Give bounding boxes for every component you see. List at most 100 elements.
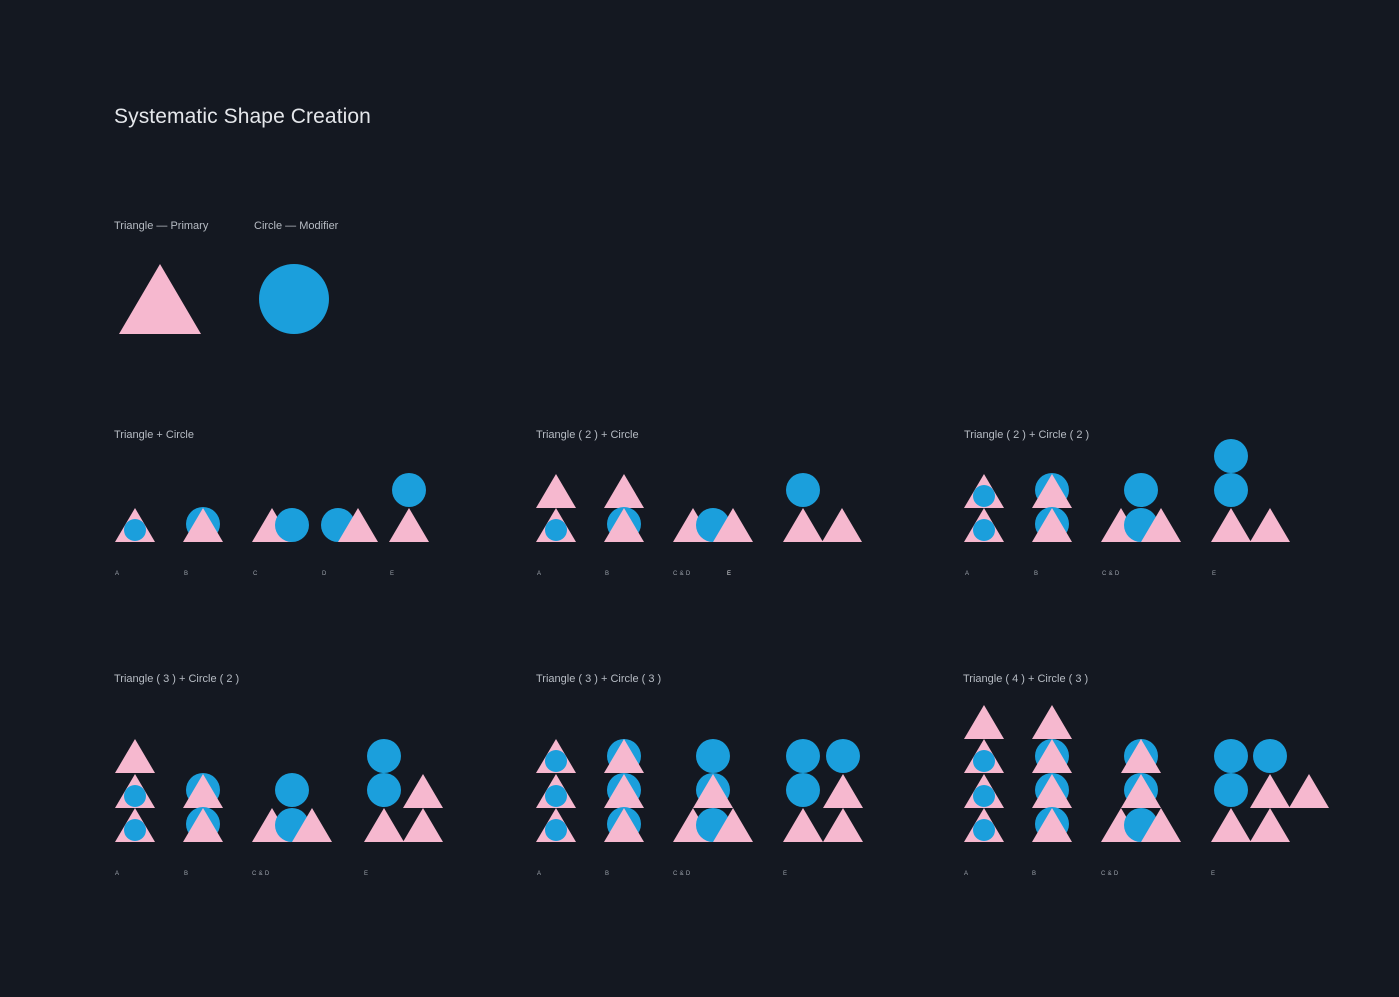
circle-shape <box>545 519 567 541</box>
variant-label: B <box>605 571 610 577</box>
triangle-shape <box>783 808 823 842</box>
circle-shape <box>367 773 401 807</box>
circle-shape <box>1214 739 1248 773</box>
primitive-circle-label: Circle — Modifier <box>254 220 339 232</box>
triangle-shape <box>604 808 644 842</box>
triangle-shape <box>1211 508 1251 542</box>
group-title-2: Triangle ( 2 ) + Circle <box>536 429 639 441</box>
circle-shape <box>545 819 567 841</box>
triangle-shape <box>964 705 1004 739</box>
group-title-3: Triangle ( 2 ) + Circle ( 2 ) <box>964 429 1090 441</box>
variant-label: C & D <box>673 571 691 577</box>
variant-label: B <box>184 871 189 877</box>
circle-shape <box>696 739 730 773</box>
triangle-shape <box>1032 508 1072 542</box>
variant-label: D <box>322 571 327 577</box>
triangle-shape <box>1032 774 1072 808</box>
triangle-shape <box>823 808 863 842</box>
circle-shape <box>545 750 567 772</box>
variant-label: E <box>727 571 732 577</box>
variant-label: A <box>115 571 120 577</box>
variant-label: E <box>1212 571 1217 577</box>
variant-label: B <box>184 571 189 577</box>
triangle-shape <box>364 808 404 842</box>
circle-shape <box>124 819 146 841</box>
triangle-shape <box>1141 508 1181 542</box>
triangle-shape <box>115 739 155 773</box>
variant-label: B <box>1032 871 1037 877</box>
variant-label: E <box>1211 871 1216 877</box>
triangle-shape <box>823 774 863 808</box>
triangle-shape <box>1121 774 1161 808</box>
variant-label: B <box>1034 571 1039 577</box>
variant-label: C <box>253 571 258 577</box>
triangle-shape <box>693 774 733 808</box>
triangle-shape <box>604 508 644 542</box>
circle-shape <box>367 739 401 773</box>
triangle-shape <box>1121 739 1161 773</box>
circle-shape <box>392 473 426 507</box>
variant-label: E <box>364 871 369 877</box>
variant-label: A <box>964 871 969 877</box>
circle-shape <box>1214 473 1248 507</box>
circle-shape <box>259 264 329 334</box>
variant-label: E <box>390 571 395 577</box>
variant-label: A <box>537 871 542 877</box>
group-title-5: Triangle ( 3 ) + Circle ( 3 ) <box>536 673 662 685</box>
triangle-shape <box>1250 808 1290 842</box>
group-title-1: Triangle + Circle <box>114 429 194 441</box>
triangle-shape <box>1250 508 1290 542</box>
triangle-shape <box>783 508 823 542</box>
group-title-4: Triangle ( 3 ) + Circle ( 2 ) <box>114 673 240 685</box>
circle-shape <box>275 773 309 807</box>
circle-shape <box>124 519 146 541</box>
circle-shape <box>1214 439 1248 473</box>
triangle-shape <box>389 508 429 542</box>
triangle-shape <box>183 774 223 808</box>
triangle-shape <box>183 508 223 542</box>
variant-label: C & D <box>1102 571 1120 577</box>
variant-label: C & D <box>1101 871 1119 877</box>
triangle-shape <box>183 808 223 842</box>
triangle-shape <box>403 774 443 808</box>
circle-shape <box>786 773 820 807</box>
circle-shape <box>973 485 995 507</box>
triangle-shape <box>604 774 644 808</box>
variant-label: A <box>115 871 120 877</box>
primitive-triangle-label: Triangle — Primary <box>114 220 209 232</box>
triangle-shape <box>1032 808 1072 842</box>
group-title-6: Triangle ( 4 ) + Circle ( 3 ) <box>963 673 1089 685</box>
triangle-shape <box>1032 705 1072 739</box>
variant-label: C & D <box>673 871 691 877</box>
triangle-shape <box>403 808 443 842</box>
circle-shape <box>124 785 146 807</box>
triangle-shape <box>604 474 644 508</box>
triangle-shape <box>1289 774 1329 808</box>
triangle-shape <box>1032 739 1072 773</box>
triangle-shape <box>1250 774 1290 808</box>
variant-label: E <box>783 871 788 877</box>
triangle-shape <box>536 474 576 508</box>
circle-shape <box>1214 773 1248 807</box>
triangle-shape <box>1211 808 1251 842</box>
circle-shape <box>973 819 995 841</box>
circle-shape <box>973 519 995 541</box>
circle-shape <box>275 508 309 542</box>
triangle-shape <box>713 808 753 842</box>
circle-shape <box>973 750 995 772</box>
circle-shape <box>786 739 820 773</box>
circle-shape <box>1124 473 1158 507</box>
variant-label: A <box>537 571 542 577</box>
triangle-shape <box>1141 808 1181 842</box>
page-title: Systematic Shape Creation <box>114 105 371 128</box>
circle-shape <box>545 785 567 807</box>
triangle-shape <box>604 739 644 773</box>
triangle-shape <box>338 508 378 542</box>
variant-label: A <box>965 571 970 577</box>
triangle-shape <box>292 808 332 842</box>
circle-shape <box>786 473 820 507</box>
circle-shape <box>973 785 995 807</box>
variant-label: B <box>605 871 610 877</box>
circle-shape <box>826 739 860 773</box>
